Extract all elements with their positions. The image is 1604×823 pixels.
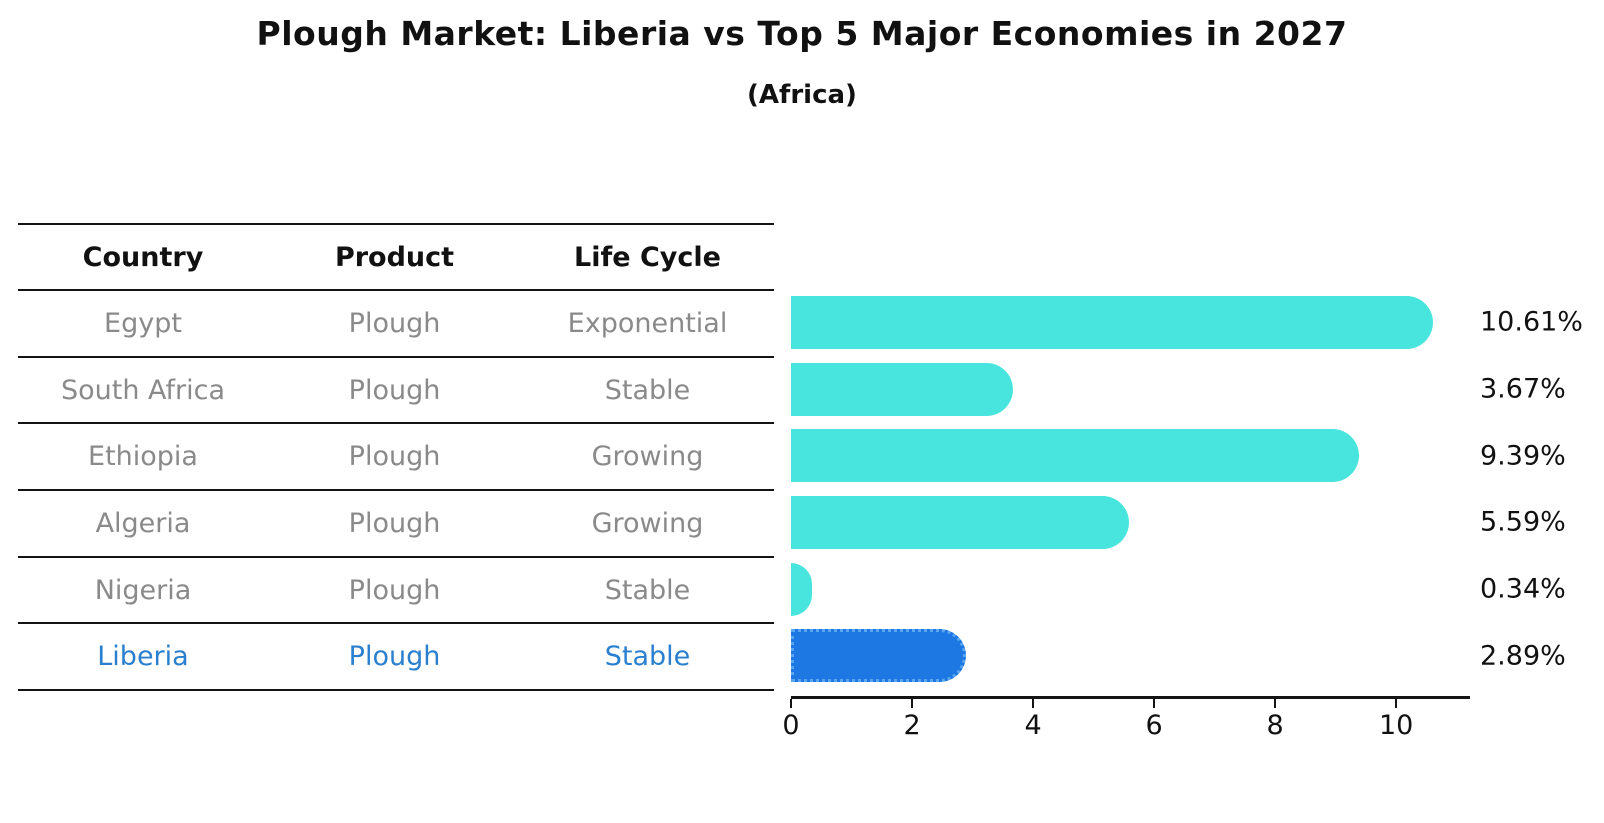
table-cell-country: Liberia xyxy=(97,641,189,673)
x-tick xyxy=(1032,699,1035,708)
table-row: Egypt Plough Exponential xyxy=(18,289,774,356)
table-cell-product: Plough xyxy=(348,374,441,406)
bar-value-label: 10.61% xyxy=(1480,306,1583,338)
table-cell-life-cycle: Stable xyxy=(604,574,691,606)
table-row: Liberia Plough Stable xyxy=(18,622,774,689)
bar-south-africa xyxy=(791,362,1014,416)
table-cell-product: Plough xyxy=(348,641,441,673)
table-row: Algeria Plough Growing xyxy=(18,489,774,556)
x-tick-label: 8 xyxy=(1266,710,1284,741)
x-tick-label: 0 xyxy=(782,710,800,741)
bar-egypt xyxy=(791,296,1434,349)
table-cell-product: Plough xyxy=(348,574,441,606)
bar-ethiopia xyxy=(791,429,1360,483)
chart-title: Plough Market: Liberia vs Top 5 Major Ec… xyxy=(256,14,1348,53)
bar-value-label: 9.39% xyxy=(1480,440,1566,472)
table-cell-life-cycle: Growing xyxy=(591,441,704,473)
bar-nigeria xyxy=(791,562,812,616)
table-cell-country: South Africa xyxy=(60,374,226,406)
table-cell-country: Algeria xyxy=(95,507,191,539)
table-cell-product: Plough xyxy=(348,307,441,339)
bar-value-label: 5.59% xyxy=(1480,506,1566,538)
x-tick-label: 10 xyxy=(1378,710,1414,741)
table-header-product: Product xyxy=(334,241,455,273)
x-tick xyxy=(911,699,914,708)
x-axis-line xyxy=(791,696,1470,699)
bar-algeria xyxy=(791,495,1130,549)
bar-value-label: 0.34% xyxy=(1480,573,1566,605)
bar-row xyxy=(791,622,1470,689)
table-cell-product: Plough xyxy=(348,507,441,539)
table-cell-country: Egypt xyxy=(104,307,182,339)
bar-row xyxy=(791,356,1470,423)
table-row: Nigeria Plough Stable xyxy=(18,555,774,623)
comparison-table: Country Product Life Cycle Egypt Plough Ex… xyxy=(18,223,774,692)
chart-subtitle: (Africa) xyxy=(747,80,857,110)
x-tick xyxy=(1395,699,1398,708)
table-row: South Africa Plough Stable xyxy=(18,355,774,423)
table-cell-life-cycle: Stable xyxy=(604,374,691,406)
table-header-row: Country Product Life Cycle xyxy=(18,223,774,289)
table-cell-life-cycle: Stable xyxy=(604,641,691,673)
bar-row xyxy=(791,556,1470,623)
table-cell-product: Plough xyxy=(348,441,441,473)
x-tick xyxy=(1274,699,1277,708)
bar-row xyxy=(791,289,1470,356)
bar-chart xyxy=(791,289,1470,689)
x-tick-label: 4 xyxy=(1024,710,1042,741)
x-tick-label: 6 xyxy=(1145,710,1163,741)
x-tick xyxy=(1153,699,1156,708)
table-cell-country: Nigeria xyxy=(94,574,192,606)
bar-row xyxy=(791,489,1470,556)
table-cell-country: Ethiopia xyxy=(88,441,198,473)
bar-value-label: 3.67% xyxy=(1480,373,1566,405)
x-tick-label: 2 xyxy=(903,710,921,741)
bar-row xyxy=(791,422,1470,489)
bar-value-label: 2.89% xyxy=(1480,640,1566,672)
table-cell-life-cycle: Exponential xyxy=(567,307,728,339)
table-body: Egypt Plough Exponential South Africa Plough… xyxy=(18,289,774,689)
table-cell-life-cycle: Growing xyxy=(591,507,704,539)
table-header-country: Country xyxy=(82,241,204,273)
table-header-life-cycle: Life Cycle xyxy=(574,241,721,273)
bar-liberia xyxy=(791,629,966,683)
table-row: Ethiopia Plough Growing xyxy=(18,422,774,489)
x-tick xyxy=(790,699,792,708)
